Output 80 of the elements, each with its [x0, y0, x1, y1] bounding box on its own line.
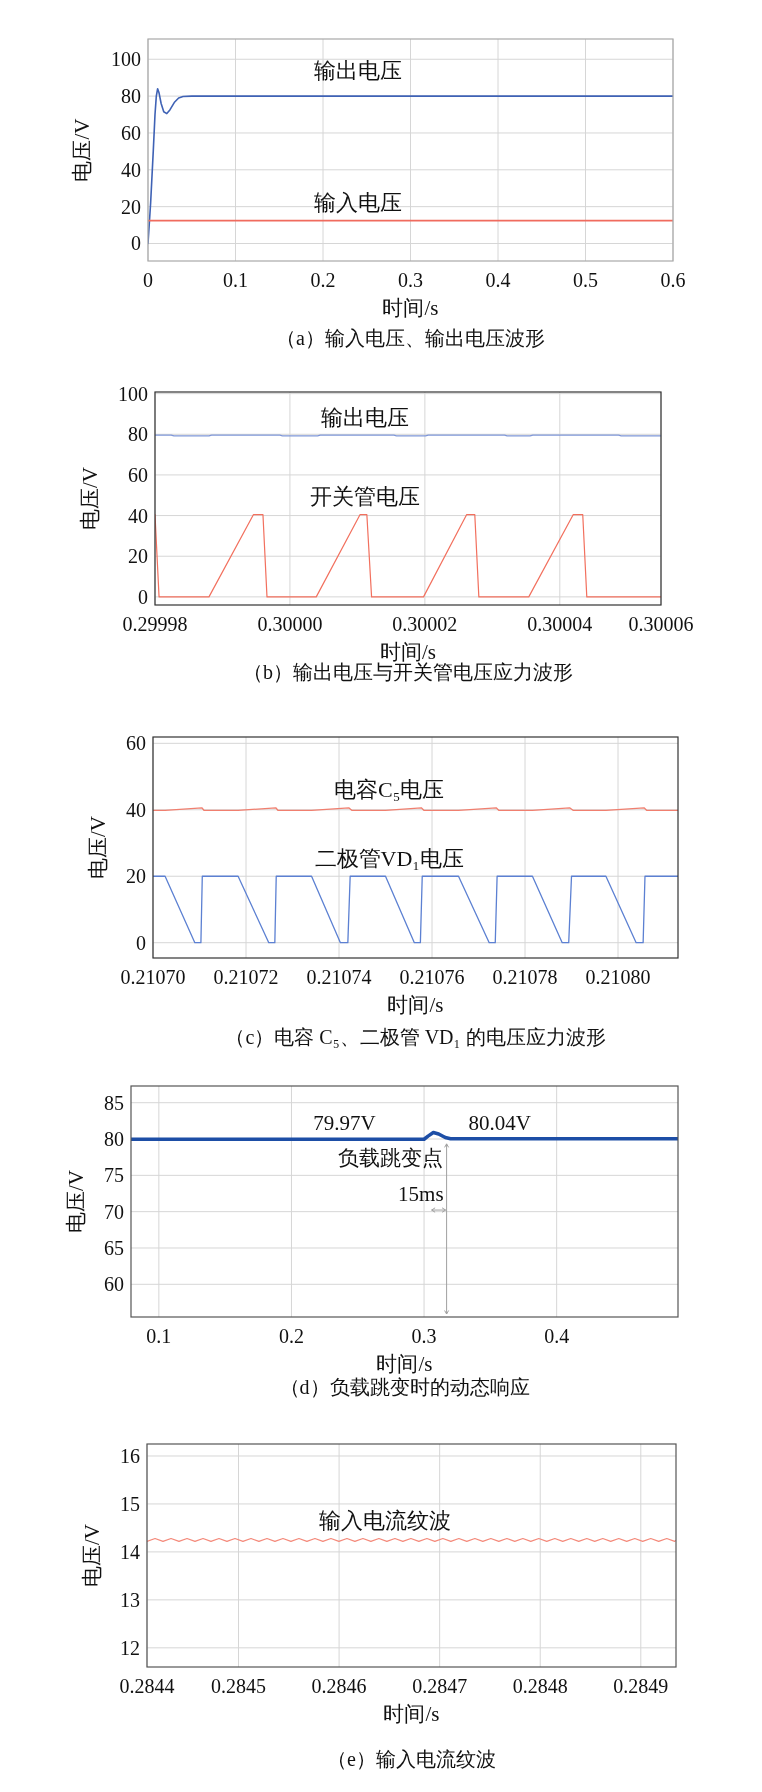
- y-tick-label: 20: [121, 195, 141, 218]
- y-tick-label: 80: [104, 1128, 124, 1151]
- y-tick-label: 60: [126, 732, 146, 755]
- text: （d）负载跳变时的动态响应: [279, 1376, 530, 1398]
- y-tick-label: 13: [120, 1588, 140, 1611]
- x-tick-label: 0.4: [544, 1325, 570, 1347]
- text: （b）输出电压与开关管电压应力波形: [243, 661, 573, 683]
- y-tick-label: 60: [121, 121, 141, 144]
- y-axis-title: 电压/V: [70, 118, 94, 182]
- y-tick-label: 60: [104, 1273, 124, 1296]
- y-tick-label: 16: [120, 1444, 140, 1467]
- y-axis-title: 电压/V: [78, 467, 102, 530]
- annotation: 15ms: [398, 1182, 444, 1207]
- line-series: [131, 1130, 678, 1141]
- y-tick-label: 40: [128, 504, 148, 527]
- x-tick-label: 0.2: [278, 1325, 304, 1347]
- x-tick-label: 0.2844: [119, 1675, 175, 1697]
- text: （e）输入电流纹波: [327, 1748, 496, 1770]
- x-tick-label: 0.30000: [257, 613, 323, 635]
- x-tick-label: 0.30004: [527, 613, 593, 635]
- y-tick-label: 70: [104, 1200, 124, 1223]
- series-label: 电容C₅电压: [334, 777, 445, 803]
- x-axis-title: 时间/s: [382, 296, 439, 320]
- y-tick-label: 100: [111, 48, 141, 71]
- x-tick-label: 0.2848: [512, 1675, 568, 1697]
- series-label: 二极管VD₁电压: [314, 845, 464, 871]
- x-tick-label: 0.21080: [585, 966, 651, 988]
- y-tick-label: 65: [104, 1236, 124, 1259]
- x-tick-label: 0.2: [310, 269, 336, 291]
- x-tick-label: 0.30002: [392, 613, 458, 635]
- y-tick-label: 12: [120, 1636, 140, 1659]
- x-tick-label: 0.30006: [628, 613, 694, 635]
- x-tick-label: 0.21070: [120, 966, 186, 988]
- y-tick-label: 100: [118, 382, 148, 405]
- x-tick-label: 0.21072: [213, 966, 279, 988]
- text: （a）输入电压、输出电压波形: [276, 327, 545, 349]
- y-tick-label: 20: [128, 545, 148, 568]
- y-axis-title: 电压/V: [80, 1524, 104, 1587]
- data-label: 79.97V: [313, 1111, 376, 1136]
- x-tick-label: 0.6: [660, 269, 686, 291]
- y-tick-label: 80: [128, 423, 148, 446]
- series-label: 输出电压: [320, 404, 409, 430]
- y-axis-title: 电压/V: [64, 1170, 88, 1233]
- y-tick-label: 14: [120, 1540, 140, 1563]
- y-tick-label: 0: [138, 585, 148, 608]
- series-label: 输入电压: [314, 190, 402, 216]
- y-tick-label: 20: [126, 865, 146, 888]
- x-tick-label: 0.21076: [399, 966, 465, 988]
- ref-line-label: 负载跳变点: [337, 1145, 443, 1170]
- series-label: 开关管电压: [309, 484, 420, 510]
- x-tick-label: 0.5: [573, 269, 598, 291]
- data-label: 80.04V: [468, 1110, 531, 1135]
- x-tick-label: 0.3: [398, 269, 423, 291]
- x-tick-label: 0.2846: [311, 1675, 367, 1697]
- y-tick-label: 80: [121, 85, 141, 108]
- y-tick-label: 0: [136, 931, 146, 954]
- y-tick-label: 15: [120, 1492, 140, 1515]
- y-tick-label: 60: [128, 463, 148, 486]
- x-tick-label: 0.21078: [492, 966, 558, 988]
- x-axis-title: 时间/s: [383, 1702, 440, 1726]
- y-tick-label: 40: [126, 798, 146, 821]
- x-tick-label: 0.2847: [412, 1675, 468, 1697]
- y-tick-label: 85: [104, 1091, 124, 1114]
- y-axis-title: 电压/V: [86, 816, 110, 879]
- x-tick-label: 0.1: [223, 269, 248, 291]
- x-tick-label: 0.2845: [211, 1675, 267, 1697]
- text: （c）电容 C₅、二极管 VD₁ 的电压应力波形: [225, 1026, 606, 1048]
- series-label: 输出电压: [314, 58, 402, 84]
- x-tick-label: 0.21074: [306, 966, 372, 988]
- y-tick-label: 40: [121, 158, 141, 181]
- y-tick-label: 0: [131, 232, 141, 255]
- y-tick-label: 75: [104, 1164, 124, 1187]
- x-axis-title: 时间/s: [376, 1352, 433, 1376]
- x-tick-label: 0.3: [411, 1325, 437, 1347]
- series-label: 输入电流纹波: [319, 1507, 452, 1533]
- x-tick-label: 0.1: [146, 1325, 172, 1347]
- x-tick-label: 0.29998: [122, 613, 188, 635]
- x-axis-title: 时间/s: [387, 993, 444, 1017]
- x-tick-label: 0.2849: [613, 1675, 669, 1697]
- x-tick-label: 0.4: [485, 269, 511, 291]
